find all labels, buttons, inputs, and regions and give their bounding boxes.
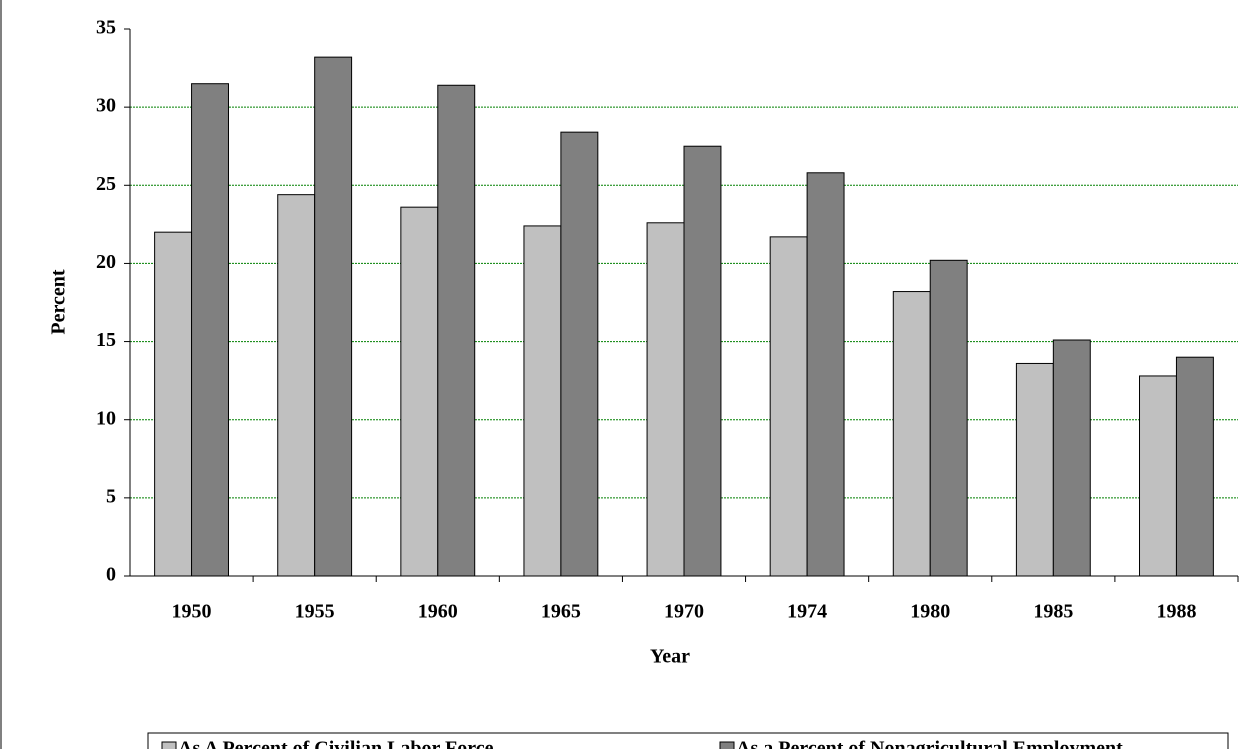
bar bbox=[1052, 339, 1091, 577]
y-tick-label: 35 bbox=[96, 17, 116, 39]
x-tick-label: 1980 bbox=[910, 601, 950, 623]
y-tick-label: 0 bbox=[106, 564, 116, 586]
legend-box bbox=[147, 732, 1229, 749]
x-axis-label: Year bbox=[650, 646, 690, 668]
y-tick-label: 5 bbox=[106, 485, 116, 507]
x-tick-label: 1974 bbox=[787, 601, 827, 623]
legend-swatch bbox=[719, 741, 735, 749]
x-tick-label: 1988 bbox=[1156, 601, 1196, 623]
bar bbox=[646, 222, 685, 577]
y-tick-label: 30 bbox=[96, 95, 116, 117]
bar bbox=[1175, 356, 1214, 577]
bar bbox=[892, 291, 931, 577]
y-axis-label: Percent bbox=[48, 269, 70, 334]
bar bbox=[191, 83, 229, 577]
bar bbox=[437, 84, 476, 577]
x-tick-label: 1985 bbox=[1033, 601, 1073, 623]
bar bbox=[683, 145, 722, 577]
legend-label: As a Percent of Nonagricultural Employme… bbox=[736, 738, 1123, 749]
y-tick-label: 15 bbox=[96, 329, 116, 351]
bar bbox=[560, 131, 599, 577]
bar bbox=[929, 259, 968, 577]
x-tick-label: 1955 bbox=[295, 601, 335, 623]
bar bbox=[1139, 375, 1177, 577]
bar bbox=[523, 225, 562, 577]
y-tick-label: 25 bbox=[96, 173, 116, 195]
bar bbox=[154, 231, 193, 577]
x-tick-label: 1970 bbox=[664, 601, 704, 623]
x-tick-label: 1965 bbox=[541, 601, 581, 623]
y-tick-label: 20 bbox=[96, 251, 116, 273]
x-tick-label: 1960 bbox=[418, 601, 458, 623]
bar bbox=[1015, 362, 1054, 577]
legend-swatch bbox=[161, 741, 177, 749]
x-tick-label: 1950 bbox=[172, 601, 212, 623]
y-tick-label: 10 bbox=[96, 407, 116, 429]
bar bbox=[769, 236, 808, 577]
legend-label: As A Percent of Civilian Labor Force bbox=[178, 738, 494, 749]
bar bbox=[277, 194, 316, 577]
bar bbox=[314, 56, 353, 577]
bar bbox=[806, 172, 845, 577]
bar bbox=[400, 206, 439, 577]
